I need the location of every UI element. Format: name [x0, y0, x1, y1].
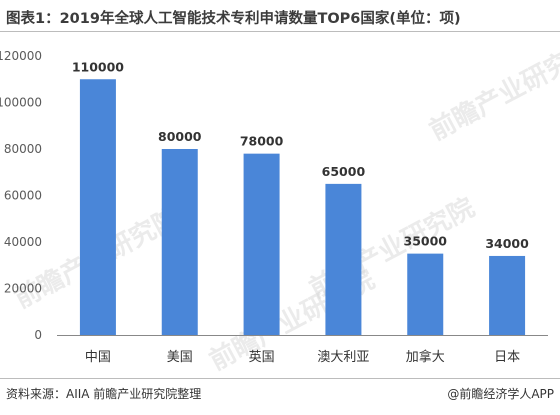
bar: [407, 253, 444, 335]
y-tick-label: 60000: [4, 189, 42, 203]
bar: [489, 255, 526, 335]
x-tick-label: 加拿大: [406, 349, 445, 365]
title-divider: [0, 31, 560, 32]
x-tick-label: 日本: [494, 350, 520, 365]
y-tick-label: 40000: [4, 235, 42, 249]
bar-chart: 0 20000 40000 60000 80000 100000 120000 110000 中…: [0, 49, 548, 365]
y-tick-label: 120000: [0, 49, 42, 63]
data-label: 34000: [485, 236, 529, 251]
source-note: 资料来源：AIIA 前瞻产业研究院整理: [6, 387, 202, 401]
y-tick-label: 100000: [0, 96, 42, 110]
chart-title: 图表1：2019年全球人工智能技术专利申请数量TOP6国家(单位：项): [6, 11, 461, 27]
x-tick-label: 美国: [167, 350, 193, 365]
x-tick-label: 澳大利亚: [317, 349, 369, 365]
data-label: 80000: [158, 129, 202, 144]
y-tick-label: 20000: [4, 282, 42, 296]
data-label: 78000: [240, 134, 284, 149]
bar: [325, 183, 362, 335]
x-tick-label: 中国: [85, 350, 111, 365]
data-label: 65000: [322, 164, 366, 179]
credit-note: @前瞻经济学人APP: [447, 387, 554, 401]
x-tick-label: 英国: [249, 350, 275, 365]
data-label: 35000: [404, 234, 448, 249]
bar: [243, 153, 280, 335]
y-tick-label: 0: [34, 328, 42, 342]
bar: [79, 79, 116, 335]
footer-divider: [0, 378, 560, 379]
data-label: 110000: [72, 59, 124, 74]
bar: [161, 149, 198, 335]
y-tick-label: 80000: [4, 142, 42, 156]
